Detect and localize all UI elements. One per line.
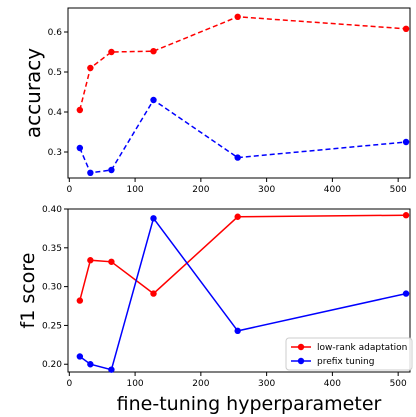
data-point xyxy=(76,144,84,152)
data-point xyxy=(150,48,157,55)
y-axis-label: accuracy xyxy=(21,48,45,138)
plot-frame xyxy=(67,208,411,373)
data-point xyxy=(87,169,94,176)
data-point xyxy=(108,366,115,373)
series-line-red xyxy=(79,16,407,111)
data-point xyxy=(402,290,410,297)
x-tick-label: 400 xyxy=(324,379,341,389)
x-tick-label: 400 xyxy=(324,185,341,195)
y-tick-label: 0.20 xyxy=(42,360,62,370)
y-tick-label: 0.40 xyxy=(42,205,62,215)
y-tick-label: 0.6 xyxy=(48,28,63,38)
data-point xyxy=(108,166,115,174)
x-tick-label: 100 xyxy=(126,185,143,195)
x-tick-label: 500 xyxy=(390,185,407,195)
data-point xyxy=(76,297,84,304)
x-axis-label: fine-tuning hyperparameter xyxy=(117,393,382,415)
x-tick-label: 300 xyxy=(258,185,275,195)
x-tick-label: 0 xyxy=(66,379,72,389)
data-point xyxy=(234,213,241,220)
y-tick-label: 0.3 xyxy=(48,148,62,158)
data-point xyxy=(402,212,410,219)
legend-marker xyxy=(297,343,305,351)
data-point xyxy=(87,361,94,368)
series-line-blue xyxy=(79,98,407,174)
data-point xyxy=(87,64,94,72)
x-tick-label: 0 xyxy=(66,185,72,195)
data-point xyxy=(234,327,241,335)
data-point xyxy=(402,25,410,32)
y-tick-label: 0.4 xyxy=(48,108,63,118)
data-point xyxy=(150,96,157,104)
legend-label: low-rank adaptation xyxy=(317,343,407,353)
x-tick-label: 200 xyxy=(192,379,209,389)
plot-frame xyxy=(67,7,411,179)
y-tick-label: 0.5 xyxy=(48,68,62,78)
x-tick-label: 100 xyxy=(126,379,143,389)
y-axis-label: f1 score xyxy=(17,253,39,329)
legend-label: prefix tuning xyxy=(317,357,374,367)
data-point xyxy=(234,154,241,161)
y-tick-label: 0.35 xyxy=(42,244,62,254)
y-tick-label: 0.30 xyxy=(42,283,62,293)
legend xyxy=(285,337,413,371)
data-point xyxy=(108,258,115,265)
series-line-red xyxy=(79,214,407,301)
x-tick-label: 200 xyxy=(192,185,209,195)
data-point xyxy=(150,290,157,297)
data-point xyxy=(234,13,241,20)
data-point xyxy=(108,48,115,56)
legend-marker xyxy=(297,357,305,365)
x-tick-label: 300 xyxy=(258,379,275,389)
data-point xyxy=(150,215,157,222)
data-point xyxy=(76,106,84,114)
data-point xyxy=(87,257,94,264)
x-tick-label: 500 xyxy=(390,379,407,389)
data-point xyxy=(402,138,410,146)
f1-score-chart: 0 100 200 300 400 500 0.20 0.25 0.30 0.35 0.40 f1 s… xyxy=(17,205,413,415)
data-point xyxy=(76,353,84,360)
y-tick-label: 0.25 xyxy=(42,321,62,331)
